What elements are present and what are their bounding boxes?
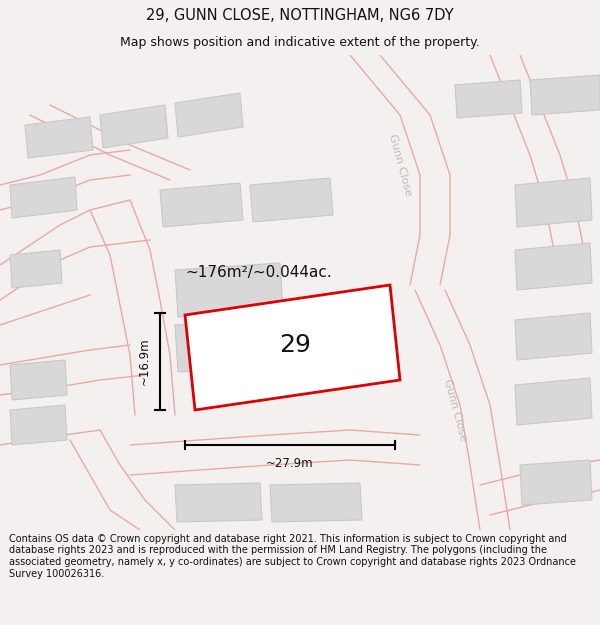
Polygon shape xyxy=(175,93,243,137)
Polygon shape xyxy=(270,483,362,522)
Polygon shape xyxy=(175,263,283,317)
Polygon shape xyxy=(530,75,600,115)
Polygon shape xyxy=(515,243,592,290)
Polygon shape xyxy=(185,285,400,410)
Polygon shape xyxy=(515,178,592,227)
Polygon shape xyxy=(10,250,62,288)
Polygon shape xyxy=(175,483,262,522)
Text: ~27.9m: ~27.9m xyxy=(266,457,314,470)
Polygon shape xyxy=(515,378,592,425)
Polygon shape xyxy=(10,360,67,400)
Polygon shape xyxy=(10,177,77,218)
Polygon shape xyxy=(10,405,67,445)
Text: Map shows position and indicative extent of the property.: Map shows position and indicative extent… xyxy=(120,36,480,49)
Polygon shape xyxy=(250,178,333,222)
Polygon shape xyxy=(100,105,168,148)
Text: Gunn Close: Gunn Close xyxy=(442,378,468,442)
Text: ~176m²/~0.044ac.: ~176m²/~0.044ac. xyxy=(185,265,332,280)
Polygon shape xyxy=(175,318,283,372)
Polygon shape xyxy=(520,460,592,505)
Text: 29, GUNN CLOSE, NOTTINGHAM, NG6 7DY: 29, GUNN CLOSE, NOTTINGHAM, NG6 7DY xyxy=(146,8,454,23)
Text: 29: 29 xyxy=(279,333,311,357)
Polygon shape xyxy=(25,117,93,158)
Text: Contains OS data © Crown copyright and database right 2021. This information is : Contains OS data © Crown copyright and d… xyxy=(9,534,576,579)
Text: ~16.9m: ~16.9m xyxy=(138,338,151,385)
Polygon shape xyxy=(515,313,592,360)
Polygon shape xyxy=(160,183,243,227)
Text: Gunn Close: Gunn Close xyxy=(387,133,413,197)
Polygon shape xyxy=(455,80,522,118)
